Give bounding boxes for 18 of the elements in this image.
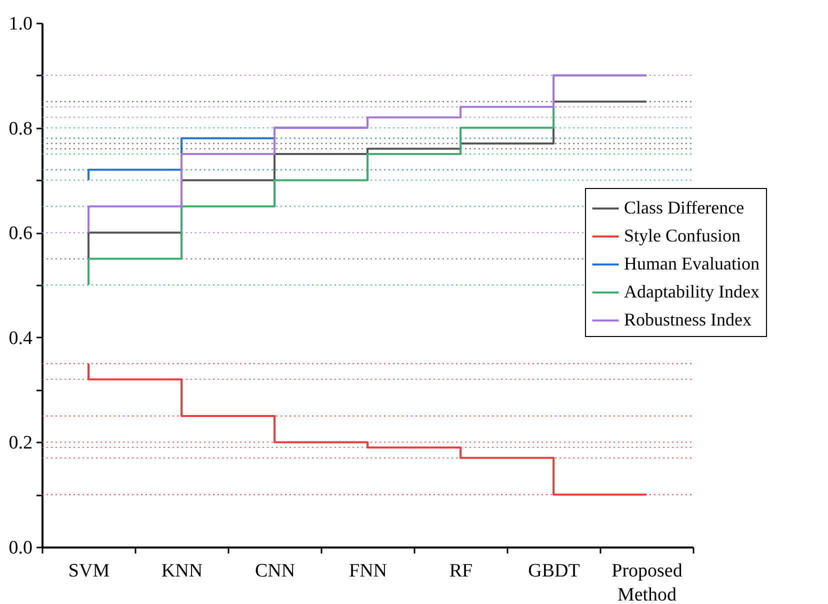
x-tick-label: CNN	[254, 560, 296, 582]
y-tick-label: 0.4	[8, 328, 33, 349]
x-tick-label: Proposed Method	[612, 560, 683, 604]
x-tick-label: FNN	[348, 560, 388, 582]
legend-label: Style Confusion	[624, 226, 741, 246]
y-tick-label: 0.6	[8, 223, 32, 244]
x-tick-label: SVM	[68, 560, 110, 582]
x-tick-label: GBDT	[528, 560, 580, 582]
legend-label: Robustness Index	[624, 310, 752, 330]
y-tick-label: 0.2	[8, 432, 32, 454]
legend-label: Human Evaluation	[624, 254, 760, 274]
legend-label: Adaptability Index	[624, 282, 760, 302]
legend-label: Class Difference	[624, 198, 744, 218]
x-tick-label: KNN	[161, 560, 203, 582]
y-tick-label: 1.0	[8, 14, 32, 34]
y-tick-label: 0.0	[8, 538, 32, 558]
y-tick-label: 0.8	[8, 118, 32, 140]
x-tick-label: RF	[449, 560, 473, 582]
